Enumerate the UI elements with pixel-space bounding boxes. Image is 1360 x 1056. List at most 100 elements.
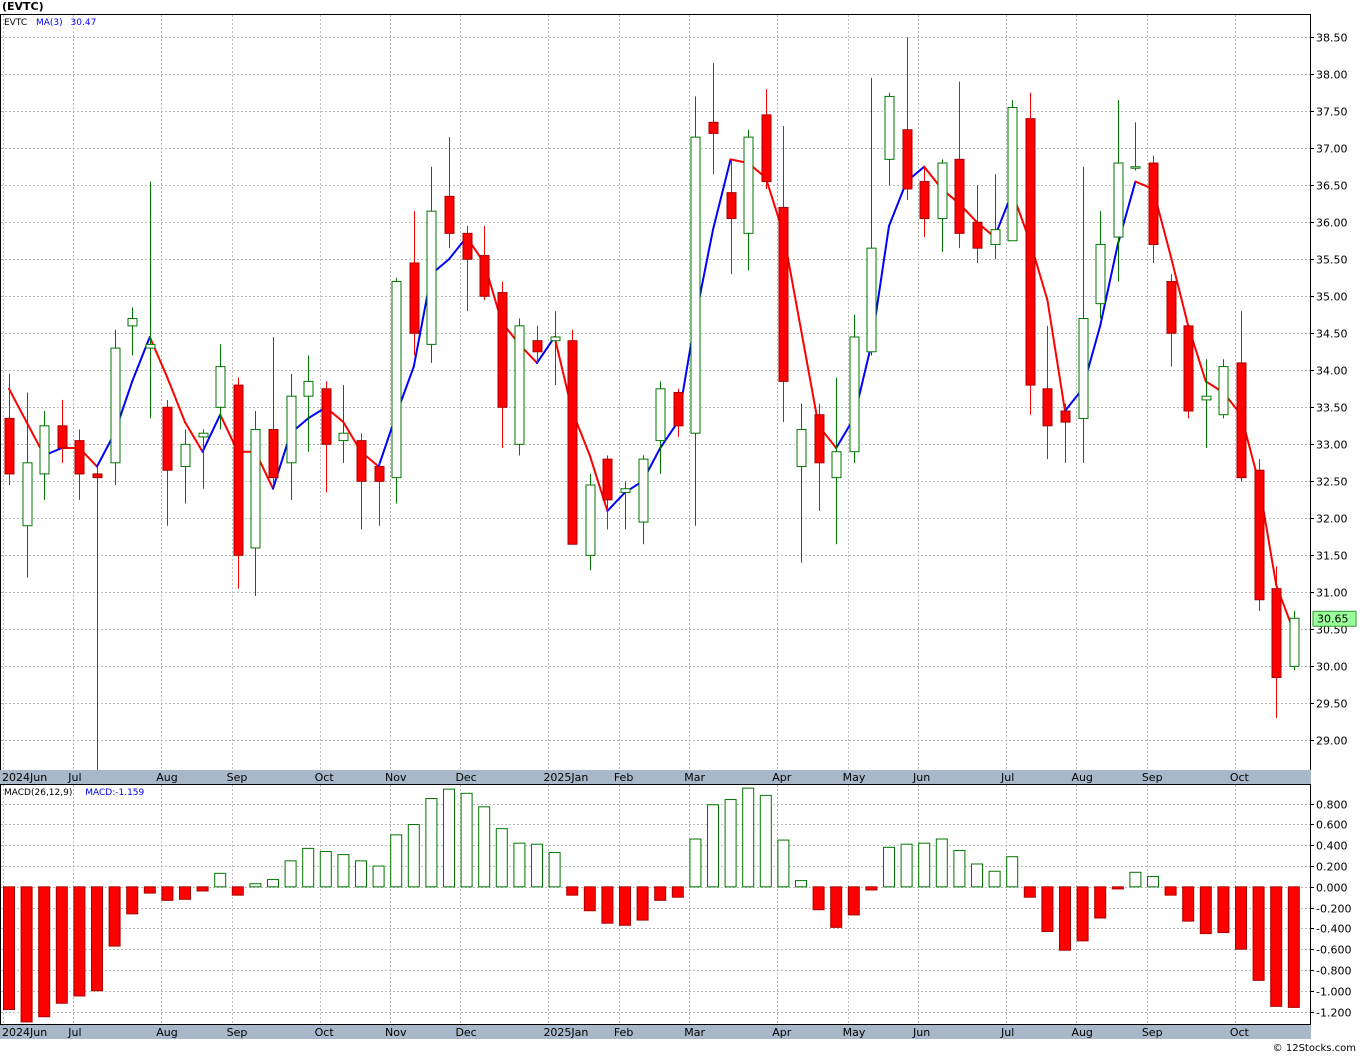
- macd-panel-border: [0, 784, 1311, 1025]
- macd-bar: [214, 872, 227, 888]
- candle-body: [761, 114, 772, 183]
- macd-bar: [1076, 886, 1089, 942]
- x-axis-month-label: Apr: [772, 1026, 792, 1039]
- candle-body: [250, 429, 261, 549]
- macd-bar: [601, 886, 614, 924]
- macd-bar: [935, 838, 948, 888]
- candle: [303, 355, 314, 452]
- candle-body: [180, 443, 191, 468]
- price-y-tick-label: 36.00: [1316, 217, 1348, 230]
- candle-body: [356, 440, 367, 482]
- macd-bar: [179, 886, 191, 900]
- x-axis-month-label: Jul: [67, 771, 81, 784]
- macd-bar: [1235, 886, 1247, 950]
- candle: [972, 185, 983, 263]
- price-y-tick-label: 29.50: [1316, 698, 1348, 711]
- x-axis-month-label: Jun: [912, 1026, 930, 1039]
- ma3-segment: [8, 387, 28, 424]
- x-axis-month-label: Sep: [227, 1026, 248, 1039]
- candle-body: [1148, 162, 1159, 245]
- x-axis-month-label: Mar: [684, 771, 705, 784]
- candle-body: [567, 340, 578, 545]
- x-axis-month-label: Oct: [1230, 771, 1250, 784]
- x-axis-month-label: May: [843, 771, 866, 784]
- x-axis-month-label: Dec: [455, 1026, 476, 1039]
- candle: [585, 473, 596, 571]
- candle: [990, 174, 1001, 260]
- candle-body: [937, 162, 948, 220]
- price-y-tick-label: 32.00: [1316, 513, 1348, 526]
- candle: [814, 403, 825, 511]
- macd-bar: [953, 849, 966, 888]
- candle: [127, 307, 138, 356]
- candle: [1254, 459, 1265, 611]
- candle: [1183, 325, 1194, 419]
- macd-bar: [671, 886, 684, 898]
- macd-bar: [566, 886, 579, 896]
- svg-text:MACD(26,12,9) MACD:-1.159: MACD(26,12,9) MACD:-1.159: [4, 788, 145, 798]
- candle-body: [479, 255, 490, 297]
- x-axis-month-label: Dec: [455, 771, 476, 784]
- candle: [479, 225, 490, 300]
- x-axis-month-label: May: [843, 1026, 866, 1039]
- macd-bar: [812, 886, 825, 911]
- candle-body: [919, 181, 930, 220]
- macd-bar: [425, 798, 438, 888]
- candle-body: [303, 380, 314, 397]
- candle: [567, 329, 578, 545]
- candle-body: [1183, 325, 1194, 412]
- candle: [1042, 325, 1053, 460]
- candle: [1271, 566, 1282, 719]
- candle: [726, 159, 737, 275]
- macd-bar: [284, 860, 297, 888]
- candle: [831, 377, 842, 545]
- candle: [550, 311, 561, 386]
- last-price-value: 30.65: [1317, 612, 1349, 625]
- candle-body: [321, 388, 332, 445]
- candle: [1289, 610, 1300, 671]
- macd-legend-label: MACD(26,12,9): [4, 788, 72, 798]
- candle-body: [778, 206, 789, 382]
- macd-bar: [830, 886, 843, 928]
- candle: [462, 225, 473, 312]
- macd-bar: [267, 879, 279, 888]
- macd-bar: [196, 886, 209, 892]
- macd-y-tick-label: -0.200: [1316, 903, 1351, 916]
- x-axis-month-label: Sep: [227, 771, 248, 784]
- x-axis-month-label: Nov: [385, 1026, 407, 1039]
- price-y-tick-label: 35.50: [1316, 254, 1348, 267]
- candle: [162, 399, 173, 526]
- candle-body: [198, 432, 209, 438]
- candlestick-series: [4, 37, 1300, 774]
- macd-bar: [355, 860, 367, 888]
- candle-body: [1254, 469, 1265, 601]
- macd-bar: [1182, 886, 1195, 922]
- candle: [1130, 122, 1141, 171]
- candle: [110, 329, 121, 486]
- price-panel: 29.0029.5030.0030.5031.0031.5032.0032.50…: [0, 14, 1348, 774]
- candle: [250, 411, 261, 597]
- macd-bar: [583, 886, 596, 912]
- macd-bar: [460, 792, 473, 888]
- macd-bar: [3, 886, 15, 1010]
- macd-bar: [372, 865, 385, 888]
- price-y-tick-label: 32.50: [1316, 476, 1348, 489]
- macd-bar: [73, 886, 86, 997]
- candle-body: [1007, 107, 1018, 242]
- candle: [796, 403, 807, 563]
- macd-bar: [319, 851, 332, 888]
- candle: [655, 381, 666, 474]
- ma3-segment: [606, 491, 626, 512]
- ma3-segment: [536, 335, 556, 364]
- macd-bar: [38, 886, 51, 1018]
- candle-body: [22, 462, 33, 527]
- macd-bar: [1199, 886, 1212, 935]
- x-axis-month-label: Nov: [385, 771, 407, 784]
- candle: [4, 373, 15, 486]
- macd-bar: [407, 823, 420, 888]
- candle: [39, 411, 50, 500]
- candle-body: [1095, 243, 1106, 305]
- candle: [937, 159, 948, 252]
- candle-body: [990, 229, 1001, 245]
